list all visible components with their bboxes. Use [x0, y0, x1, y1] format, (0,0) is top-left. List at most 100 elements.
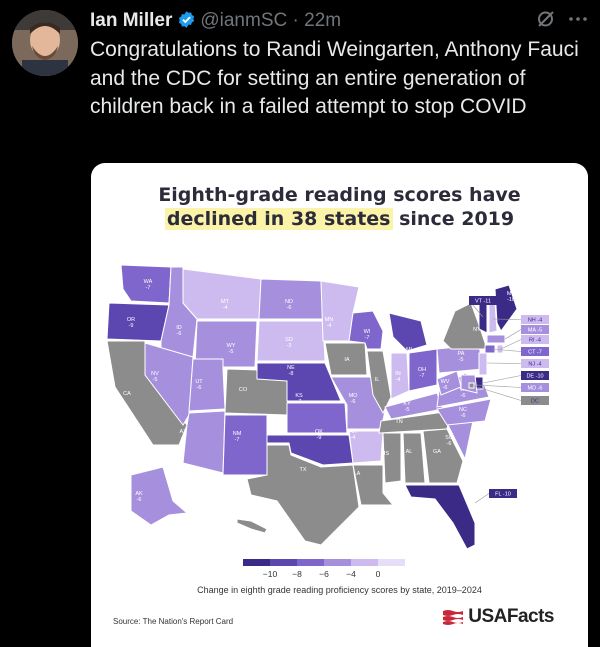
- state-label-al: AL: [406, 449, 413, 455]
- state-value-ne: -8: [289, 371, 294, 377]
- author-name[interactable]: Ian Miller: [90, 10, 173, 31]
- state-value-or: -9: [129, 323, 134, 329]
- legend-swatch: [378, 559, 405, 566]
- state-label-mt: MT: [221, 299, 230, 305]
- state-label-tx: TX: [299, 467, 306, 473]
- tweet-time[interactable]: 22m: [304, 10, 342, 31]
- state-ct: [484, 344, 496, 354]
- state-label-or: OR: [127, 317, 135, 323]
- state-al: [402, 432, 426, 484]
- source-note: Source: The Nation's Report Card: [113, 617, 234, 626]
- state-value-wv: -6: [443, 385, 448, 391]
- state-label-az: AZ: [179, 429, 187, 435]
- state-label-la: LA: [354, 471, 361, 477]
- state-label-il: IL: [375, 377, 380, 383]
- grok-icon[interactable]: [536, 9, 556, 34]
- callout-line-ri: [500, 339, 522, 350]
- callout-box-ct: [521, 347, 549, 356]
- state-ia: [324, 342, 368, 376]
- state-label-ca: CA: [123, 391, 131, 397]
- state-label-id: ID: [176, 325, 182, 331]
- callout-label-ct: CT -7: [528, 350, 542, 356]
- state-value-ak: -6: [137, 497, 142, 503]
- callout-box-nh: [521, 315, 549, 324]
- state-wi: [348, 310, 384, 350]
- state-dc: [468, 382, 475, 389]
- state-label-ny: NY: [473, 327, 481, 333]
- state-oh: [408, 348, 438, 392]
- state-label-hi: HI: [262, 521, 268, 527]
- state-label-me: ME: [507, 291, 516, 297]
- brand-name: USAFacts: [468, 606, 554, 627]
- state-value-pa: -5: [459, 357, 464, 363]
- legend-swatch: [351, 559, 378, 566]
- callout-line-fl: [474, 493, 490, 504]
- state-value-mo: -6: [351, 399, 356, 405]
- state-wy: [194, 320, 258, 368]
- state-ma: [486, 334, 506, 344]
- usafacts-logo: USAFacts: [442, 606, 554, 628]
- state-value-mn: -4: [327, 323, 332, 329]
- state-value-nc: -6: [461, 413, 466, 419]
- state-sd: [256, 320, 326, 362]
- state-ks: [286, 402, 348, 434]
- state-value-nd: -6: [287, 305, 292, 311]
- legend-tick: −8: [292, 569, 302, 579]
- callout-line-de: [482, 375, 522, 384]
- chart-title-highlight: declined in 38 states: [164, 208, 393, 230]
- legend-tick: −6: [319, 569, 329, 579]
- state-label-tn: TN: [395, 419, 402, 425]
- callout-box-nj: [521, 359, 549, 368]
- dot-separator: ·: [287, 10, 305, 31]
- state-value-ar: -4: [351, 435, 356, 441]
- author-handle[interactable]: @ianmSC: [200, 10, 288, 31]
- callout-label-fl: FL -10: [495, 492, 511, 498]
- state-label-ga: GA: [433, 449, 441, 455]
- callout-box-de: [521, 371, 549, 380]
- state-label-wv: WV: [441, 379, 450, 385]
- callout-line-nh: [492, 318, 522, 320]
- state-label-pa: PA: [458, 351, 465, 357]
- more-options-icon[interactable]: [568, 9, 588, 34]
- avatar[interactable]: [12, 10, 78, 76]
- callout-box-vt: [469, 296, 497, 305]
- state-label-ms: MS: [381, 451, 390, 457]
- state-ar: [348, 430, 384, 464]
- callout-label-md: MD -6: [528, 386, 543, 392]
- state-value-mt: -4: [223, 305, 228, 311]
- state-value-va: -6: [461, 393, 466, 399]
- state-nc: [436, 398, 492, 426]
- state-value-ks: -7: [297, 399, 302, 405]
- state-il: [366, 350, 392, 415]
- state-ga: [422, 428, 464, 484]
- callout-box-dc: [521, 396, 549, 405]
- callout-box-ma: [521, 325, 549, 334]
- legend-tick: −10: [263, 569, 278, 579]
- state-value-sc: -6: [447, 441, 452, 447]
- state-label-ia: IA: [344, 357, 350, 363]
- state-ri: [496, 344, 504, 354]
- callout-label-nj: NJ -4: [528, 362, 541, 368]
- state-wa: [120, 264, 172, 304]
- state-label-ks: KS: [295, 393, 303, 399]
- state-value-oh: -7: [420, 373, 425, 379]
- state-hi: [236, 518, 268, 534]
- state-value-ut: -6: [197, 385, 202, 391]
- state-nj: [478, 352, 488, 376]
- state-label-nd: ND: [285, 299, 293, 305]
- tweet-image[interactable]: Eighth-grade reading scores have decline…: [91, 163, 588, 647]
- callout-line-dc: [473, 385, 522, 401]
- state-value-ok: -9: [317, 435, 322, 441]
- callout-line-ma: [504, 329, 522, 340]
- chart-title-rest: since 2019: [392, 208, 515, 230]
- usafacts-flag-icon: [443, 610, 464, 625]
- state-label-mo: MO: [349, 393, 359, 399]
- state-label-wa: WA: [144, 279, 153, 285]
- state-label-mi: MI: [406, 347, 413, 353]
- state-value-in: -4: [396, 377, 401, 383]
- state-value-sd: -3: [287, 343, 292, 349]
- state-la: [352, 464, 395, 506]
- state-label-ar: AR: [349, 429, 357, 435]
- state-label-ky: KY: [403, 401, 411, 407]
- legend-swatch: [297, 559, 324, 566]
